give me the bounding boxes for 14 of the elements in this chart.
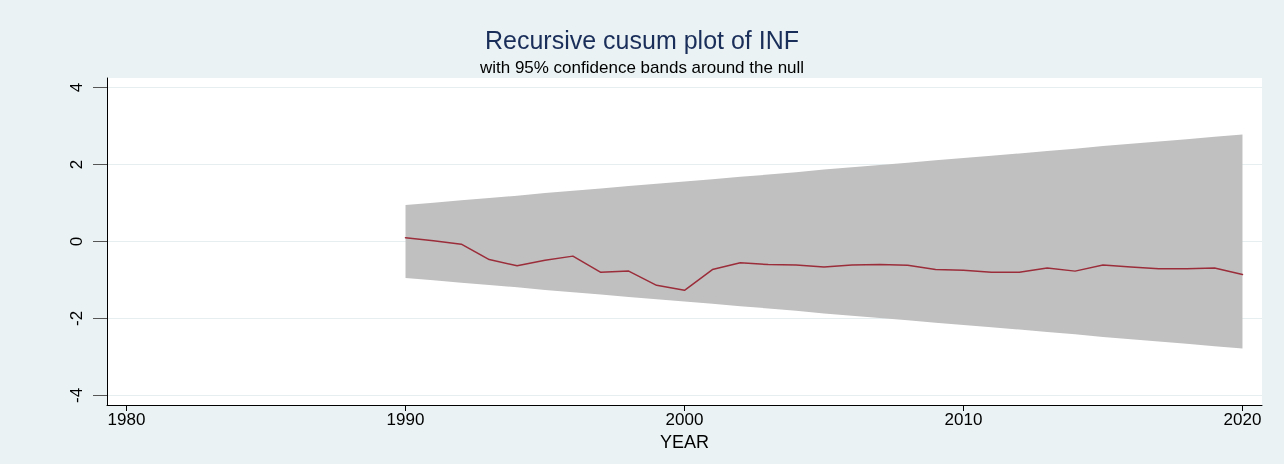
x-tick-label: 2020 xyxy=(1223,410,1262,429)
y-tick-label: 2 xyxy=(67,159,86,170)
x-tick-label: 1990 xyxy=(386,410,425,429)
y-tick-label: 4 xyxy=(67,82,86,93)
x-tick-label: 1980 xyxy=(107,410,146,429)
chart-title: Recursive cusum plot of INF xyxy=(485,25,799,54)
x-tick-label: 2000 xyxy=(665,410,704,429)
x-tick-label: 2010 xyxy=(944,410,983,429)
y-tick-label: -2 xyxy=(67,310,86,326)
x-axis-title: YEAR xyxy=(659,431,710,452)
y-tick-label: 0 xyxy=(67,236,86,247)
line-series xyxy=(404,236,1244,292)
y-tick-label: -4 xyxy=(67,387,86,403)
chart-subtitle: with 95% confidence bands around the null xyxy=(478,58,805,77)
